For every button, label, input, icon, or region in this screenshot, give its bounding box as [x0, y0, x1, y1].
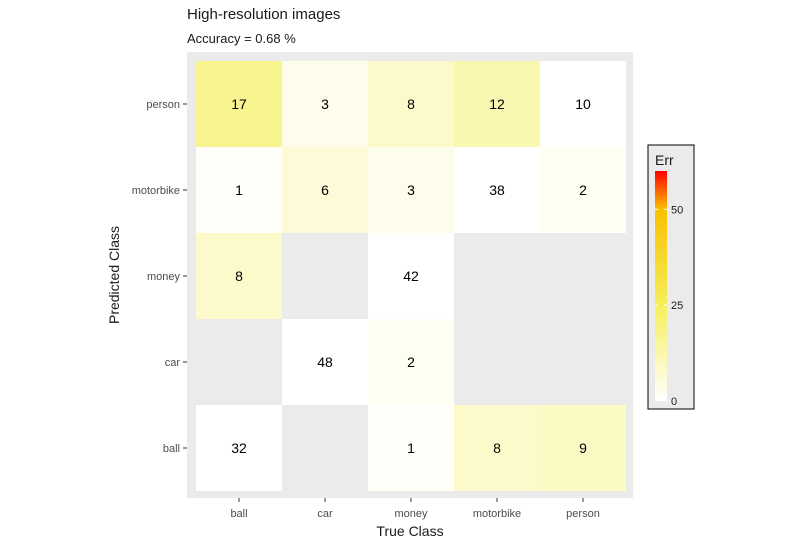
heatmap-cell [540, 405, 626, 491]
cell-value-label: 9 [579, 440, 587, 456]
x-tick-label: car [317, 508, 333, 520]
cell-value-label: 38 [489, 182, 505, 198]
legend-colorbar [655, 171, 667, 401]
cell-value-label: 2 [407, 354, 415, 370]
y-axis-title: Predicted Class [106, 226, 122, 324]
cell-value-label: 8 [493, 440, 501, 456]
cell-value-label: 32 [231, 440, 247, 456]
heatmap-cell [454, 61, 540, 147]
heatmap-cells [196, 61, 626, 491]
x-tick-label: person [566, 508, 600, 520]
y-tick-label: person [146, 99, 180, 111]
heatmap-cell [196, 147, 282, 233]
chart-subtitle: Accuracy = 0.68 % [187, 31, 296, 46]
chart-title: High-resolution images [187, 6, 341, 23]
heatmap-cell [368, 319, 454, 405]
heatmap-cell [368, 147, 454, 233]
cell-value-label: 3 [321, 96, 329, 112]
y-tick-label: money [147, 271, 181, 283]
cell-value-label: 48 [317, 354, 333, 370]
heatmap-cell [282, 319, 368, 405]
legend: Err 0 25 50 [647, 144, 695, 410]
cell-value-label: 42 [403, 268, 419, 284]
heatmap-cell [282, 147, 368, 233]
cell-value-label: 6 [321, 182, 329, 198]
cell-value-label: 8 [235, 268, 243, 284]
y-tick-label: motorbike [132, 185, 180, 197]
x-tick-label: motorbike [473, 508, 521, 520]
x-tick-label: ball [230, 508, 247, 520]
cell-value-label: 8 [407, 96, 415, 112]
legend-tick-label: 0 [671, 396, 677, 408]
cell-value-label: 1 [407, 440, 415, 456]
heatmap-cell [454, 147, 540, 233]
y-tick-label: ball [163, 443, 180, 455]
legend-tick-label: 25 [671, 300, 683, 312]
heatmap-cell [368, 61, 454, 147]
cell-value-label: 12 [489, 96, 505, 112]
heatmap-cell [540, 147, 626, 233]
heatmap-cell [196, 61, 282, 147]
x-axis-title: True Class [376, 523, 443, 539]
legend-box [647, 144, 695, 410]
y-axis-ticks: ball car money motorbike person [132, 99, 187, 455]
x-axis-ticks: ball car money motorbike person [230, 498, 600, 520]
y-tick-label: car [165, 357, 181, 369]
heatmap-cell [196, 405, 282, 491]
heatmap-cell [540, 61, 626, 147]
cell-value-label: 10 [575, 96, 591, 112]
heatmap-cell [454, 405, 540, 491]
x-tick-label: money [394, 508, 428, 520]
cell-value-label: 2 [579, 182, 587, 198]
heatmap-cell [196, 233, 282, 319]
legend-title: Err [655, 152, 674, 168]
legend-tick-label: 50 [671, 204, 683, 216]
heatmap-cell [282, 61, 368, 147]
heatmap-cell [368, 405, 454, 491]
cell-value-label: 17 [231, 96, 247, 112]
heatmap-cell [368, 233, 454, 319]
cell-value-label: 1 [235, 182, 243, 198]
cell-value-label: 3 [407, 182, 415, 198]
